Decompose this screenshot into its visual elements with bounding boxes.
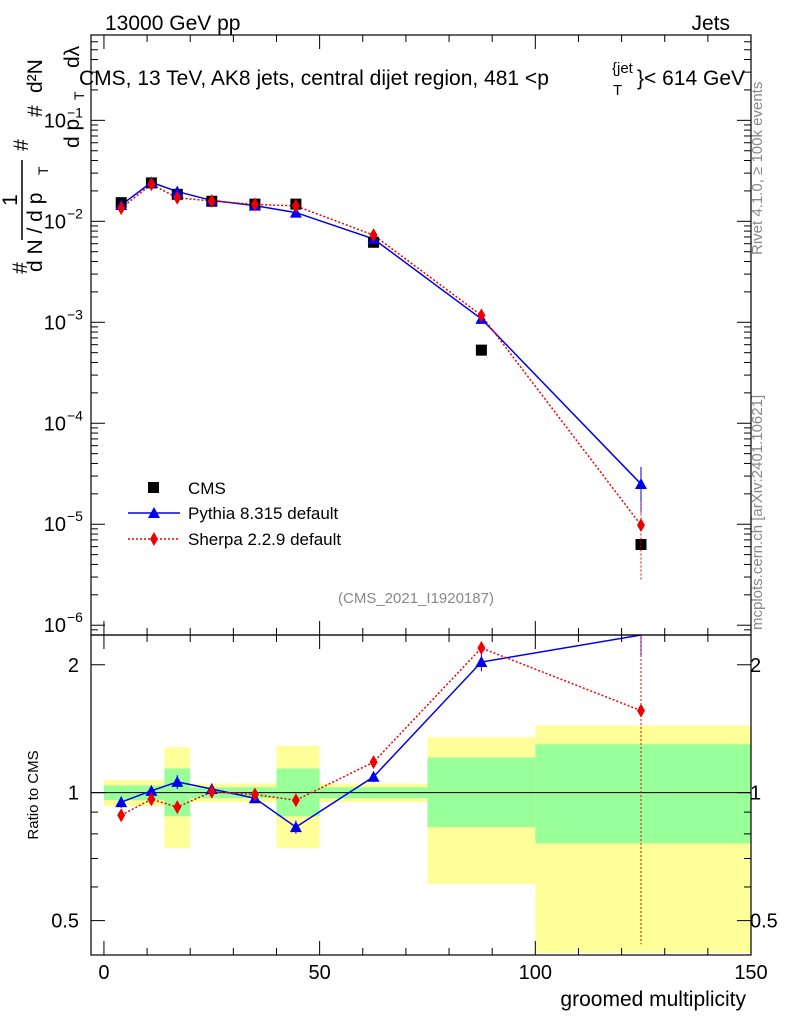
main-point-diamond bbox=[250, 197, 259, 212]
ratio-plot-frame bbox=[90, 634, 752, 956]
ratio-point-diamond bbox=[369, 755, 378, 770]
main-point-diamond bbox=[117, 201, 126, 216]
ratio-point-triangle bbox=[115, 796, 128, 808]
main-ylabel: # 1 d N / d p T # # d p T d²N dλ bbox=[0, 45, 87, 274]
legend-pythia-marker bbox=[148, 507, 160, 518]
main-y-tick-exponent: −3 bbox=[67, 306, 83, 322]
ratio-point-diamond bbox=[117, 808, 126, 823]
mcplots-label: mcplots.cern.ch [arXiv:2401.10621] bbox=[749, 395, 766, 630]
legend-cms-label: CMS bbox=[188, 479, 226, 498]
svg-text:d N / d p: d N / d p bbox=[24, 193, 47, 272]
ratio-point-diamond bbox=[173, 800, 182, 815]
ratio-y-tick-label-right: 2 bbox=[750, 655, 761, 677]
ratio-axis-ticks bbox=[91, 635, 752, 955]
x-tick-label: 100 bbox=[519, 962, 552, 984]
x-tick-label: 150 bbox=[734, 962, 767, 984]
main-point-diamond bbox=[291, 198, 300, 213]
svg-text:}< 614 GeV: }< 614 GeV bbox=[637, 67, 745, 90]
svg-text:{jet: {jet bbox=[612, 60, 634, 77]
main-title: CMS, 13 TeV, AK8 jets, central dijet reg… bbox=[79, 60, 745, 99]
svg-text:T: T bbox=[35, 166, 51, 175]
ratio-point-triangle bbox=[475, 656, 488, 668]
main-y-tick-label: 10 bbox=[44, 514, 66, 536]
ratio-band-inner bbox=[535, 744, 751, 844]
ratio-uncertainty-bands bbox=[103, 725, 751, 953]
main-line-diamond bbox=[120, 183, 642, 526]
main-y-tick-exponent: −1 bbox=[67, 104, 83, 120]
ratio-data-layer bbox=[115, 634, 645, 945]
legend-pythia-label: Pythia 8.315 default bbox=[188, 504, 339, 523]
main-y-tick-label: 10 bbox=[44, 413, 66, 435]
ratio-point-triangle bbox=[289, 821, 302, 833]
svg-text:T: T bbox=[613, 82, 622, 99]
main-y-tick-label: 10 bbox=[44, 211, 66, 233]
svg-text:d p: d p bbox=[61, 119, 84, 148]
ratio-point-diamond bbox=[147, 792, 156, 807]
header-left: 13000 GeV pp bbox=[105, 12, 240, 35]
rivet-version-label: Rivet 4.1.0, ≥ 100k events bbox=[749, 82, 766, 255]
ratio-point-diamond bbox=[637, 703, 645, 718]
main-y-tick-exponent: −5 bbox=[67, 508, 83, 524]
header-right: Jets bbox=[691, 12, 730, 35]
main-y-tick-labels: 10−610−510−410−310−210−1 bbox=[44, 104, 83, 637]
x-axis-label: groomed multiplicity bbox=[560, 988, 746, 1011]
svg-text:CMS, 13 TeV, AK8 jets, central: CMS, 13 TeV, AK8 jets, central dijet reg… bbox=[79, 67, 549, 90]
ratio-y-tick-label-right: 0.5 bbox=[750, 911, 778, 933]
main-point-diamond bbox=[637, 518, 645, 533]
legend-sherpa-label: Sherpa 2.2.9 default bbox=[188, 530, 341, 549]
main-y-tick-label: 10 bbox=[44, 110, 66, 132]
main-point-square bbox=[475, 344, 487, 356]
ratio-point-diamond bbox=[250, 787, 259, 802]
main-point-diamond bbox=[173, 190, 182, 205]
ratio-y-tick-label: 2 bbox=[68, 655, 79, 677]
main-point-diamond bbox=[207, 193, 216, 208]
legend-cms-marker bbox=[148, 482, 159, 493]
svg-text:#: # bbox=[24, 105, 47, 117]
ratio-point-diamond bbox=[207, 784, 216, 799]
main-data-layer bbox=[115, 176, 647, 581]
main-y-tick-label: 10 bbox=[44, 615, 66, 637]
svg-text:d²N: d²N bbox=[24, 59, 47, 93]
main-line-triangle bbox=[120, 181, 642, 485]
ratio-ylabel: Ratio to CMS bbox=[25, 750, 42, 839]
main-point-diamond bbox=[369, 228, 378, 243]
main-y-tick-exponent: −2 bbox=[67, 205, 83, 221]
main-point-square bbox=[635, 539, 647, 551]
main-point-triangle bbox=[635, 478, 647, 490]
main-point-diamond bbox=[477, 308, 486, 323]
main-y-tick-label: 10 bbox=[44, 312, 66, 334]
ratio-point-diamond bbox=[477, 641, 486, 656]
svg-text:1: 1 bbox=[0, 194, 22, 206]
svg-text:#: # bbox=[9, 262, 32, 274]
main-y-tick-exponent: −6 bbox=[67, 609, 83, 625]
ratio-point-triangle bbox=[367, 770, 380, 782]
analysis-watermark: (CMS_2021_I1920187) bbox=[338, 590, 494, 607]
ratio-y-tick-label-right: 1 bbox=[750, 783, 761, 805]
ratio-point-triangle bbox=[171, 775, 184, 787]
main-point-diamond bbox=[147, 177, 156, 192]
ratio-point-triangle bbox=[145, 784, 158, 796]
ratio-y-tick-label: 1 bbox=[68, 783, 79, 805]
ratio-y-tick-labels: 0.5 0.5 1 1 2 2 bbox=[51, 655, 778, 933]
legend: CMS Pythia 8.315 default Sherpa 2.2.9 de… bbox=[128, 479, 341, 549]
main-y-tick-exponent: −4 bbox=[67, 407, 83, 423]
svg-text:#: # bbox=[10, 139, 33, 151]
x-tick-label: 50 bbox=[309, 962, 331, 984]
svg-text:T: T bbox=[71, 91, 87, 100]
ratio-y-tick-label: 0.5 bbox=[51, 911, 79, 933]
ratio-point-diamond bbox=[291, 793, 300, 808]
svg-text:dλ: dλ bbox=[61, 45, 84, 68]
x-tick-labels: 0 50 100 150 bbox=[98, 962, 767, 984]
legend-sherpa-marker bbox=[150, 532, 158, 546]
x-tick-label: 0 bbox=[98, 962, 109, 984]
